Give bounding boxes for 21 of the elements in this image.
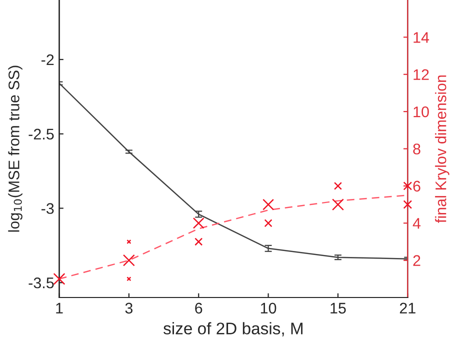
x-tick-label: 1	[56, 302, 63, 314]
x-tick-label: 15	[330, 302, 346, 314]
y2-tick-label: 4	[412, 218, 421, 229]
y2-axis-title: final Krylov dimension	[435, 75, 450, 223]
y2-tick-label: 14	[414, 32, 430, 43]
x-tick-label: 21	[400, 302, 416, 314]
line-series	[59, 82, 408, 260]
x-tick-label: 6	[195, 302, 202, 314]
x-tick-label: 3	[125, 302, 133, 314]
y2-tick-label: 6	[413, 180, 420, 192]
y-tick-label: -3.5	[28, 277, 54, 288]
y-tick-label: -3	[41, 203, 54, 214]
y2-tick-label: 12	[414, 69, 429, 80]
y2-tick-label: 2	[413, 255, 420, 266]
x-axis-title: size of 2D basis, M	[164, 322, 302, 336]
y-tick-label: -2.5	[28, 128, 54, 140]
y-tick-label: -2	[41, 54, 54, 66]
y2-tick-label: 8	[413, 144, 420, 154]
y2-tick-label: 10	[414, 106, 429, 118]
y-axis-title: log$_{10}$(MSE from true SS)	[8, 66, 22, 232]
x-tick-label: 10	[260, 302, 276, 314]
